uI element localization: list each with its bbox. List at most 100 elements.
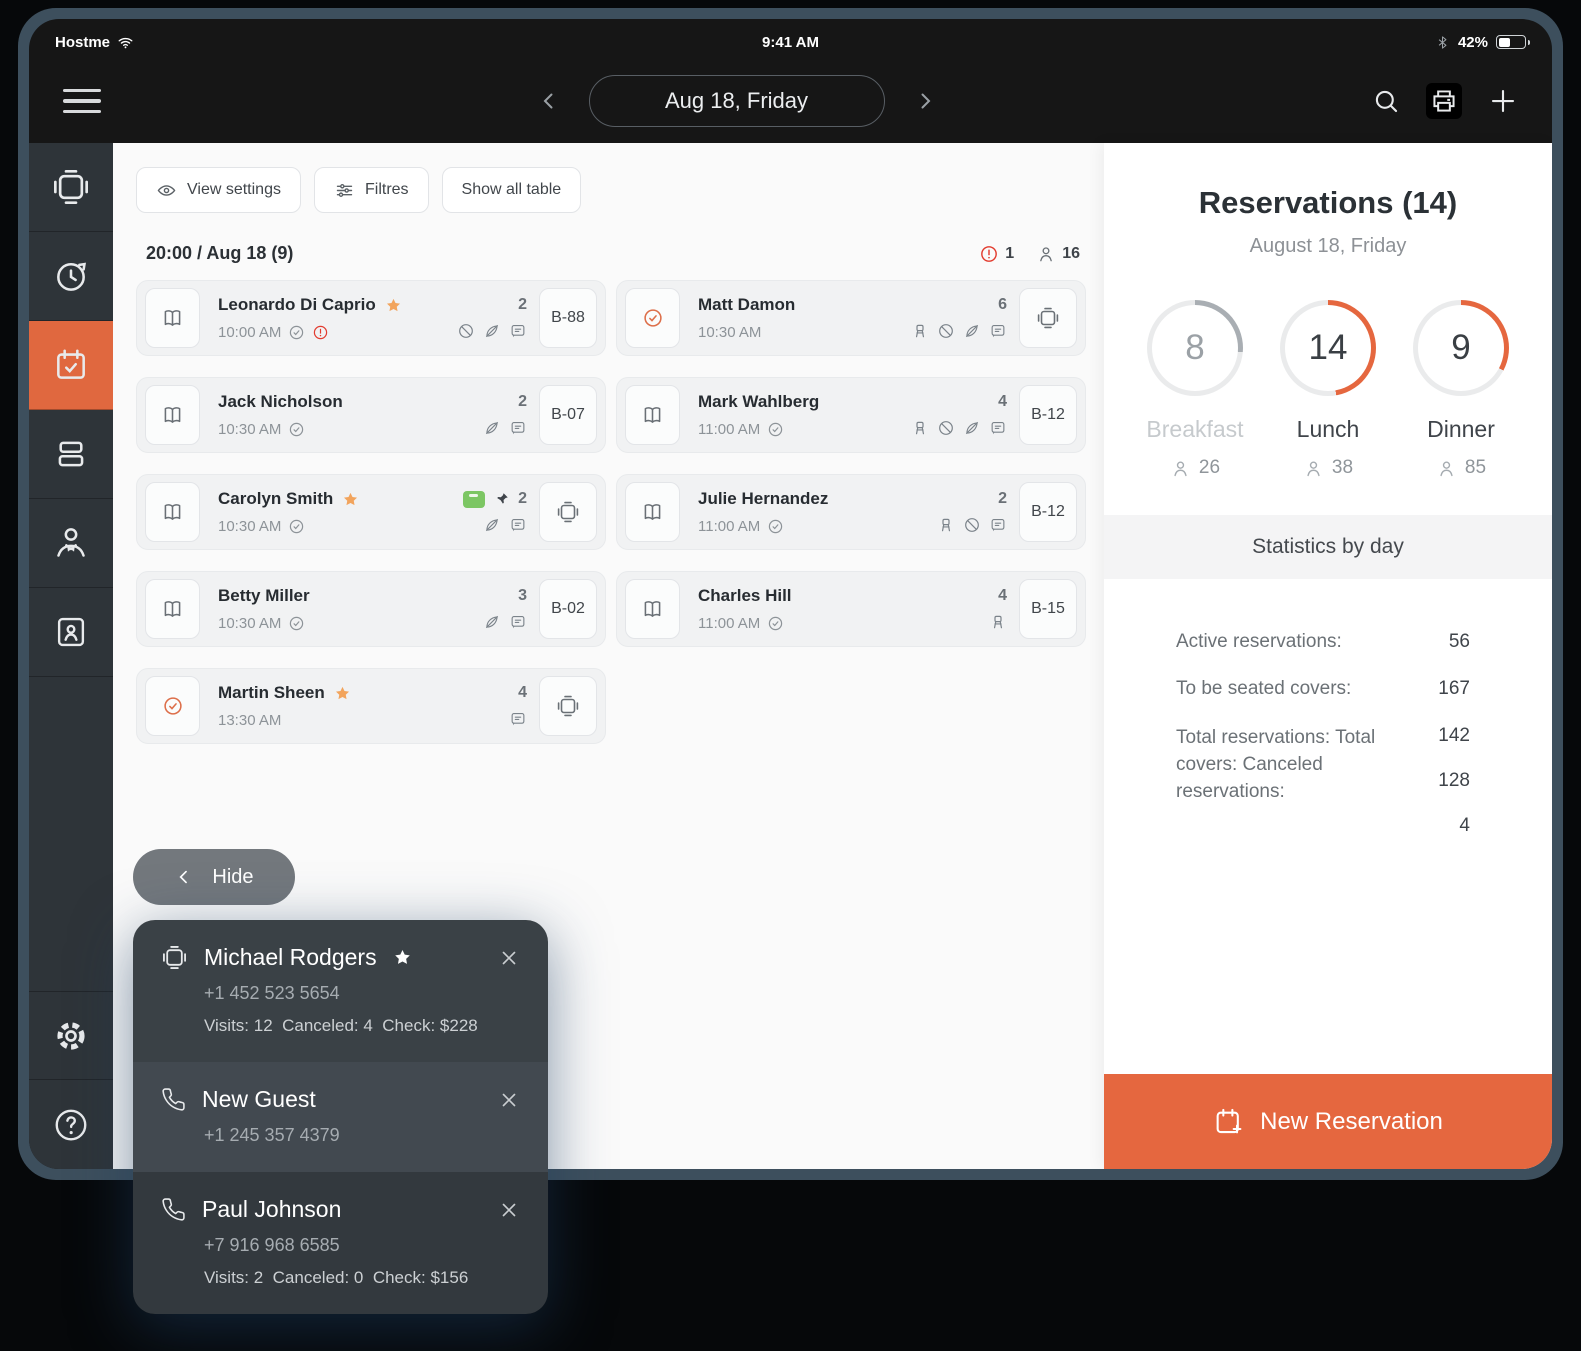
assign-table-button[interactable] [539,482,597,542]
guest-name: Michael Rodgers [204,944,377,970]
note-icon [509,516,527,534]
reservation-card[interactable]: Mark Wahlberg 11:00 AM 4 B-12 [616,377,1086,453]
next-day-icon[interactable] [913,89,937,113]
top-toolbar: Aug 18, Friday [29,59,1552,143]
add-icon[interactable] [1488,86,1518,116]
reservation-card[interactable]: Martin Sheen 13:30 AM 4 [136,668,606,744]
guest-name: Charles Hill [698,586,792,605]
check-circle-icon [288,324,305,341]
guestbook-button[interactable] [145,482,200,542]
covers-count: 26 [1198,457,1221,478]
check-circle-icon [767,421,784,438]
guest-name: Julie Hernandez [698,489,829,508]
guest-card[interactable]: Paul Johnson +7 916 968 6585 Visits: 2 C… [133,1172,548,1314]
breakfast-ring: 8 [1147,300,1243,396]
tablet-frame: Hostme 9:41 AM 42% Aug 18, Friday [18,8,1563,1180]
reservation-card[interactable]: Julie Hernandez 11:00 AM 2 B-12 [616,474,1086,550]
guest-name: New Guest [202,1086,316,1112]
guest-name: Mark Wahlberg [698,392,820,411]
menu-icon[interactable] [63,88,101,114]
seated-check-icon [642,307,664,329]
calendar-plus-icon [1213,1106,1244,1137]
search-icon[interactable] [1372,87,1400,115]
filters-button[interactable]: Filtres [313,167,429,213]
meal-label: Breakfast [1146,416,1244,442]
view-settings-button[interactable]: View settings [136,167,301,213]
meal-label: Lunch [1296,416,1360,442]
party-size: 4 [518,684,527,701]
reservation-card[interactable]: Jack Nicholson 10:30 AM 2 B-07 [136,377,606,453]
no-smoking-icon [963,516,981,534]
party-size: 3 [518,587,527,604]
sidebar-item-table-list[interactable] [29,410,113,499]
no-leaf-icon [483,516,501,534]
guestbook-button[interactable] [145,579,200,639]
status-button[interactable] [145,676,200,736]
sidebar-item-help[interactable] [29,1080,113,1169]
note-icon [989,516,1007,534]
reservation-card[interactable]: Leonardo Di Caprio 10:00 AM 2 [136,280,606,356]
close-icon[interactable] [498,1199,520,1221]
lunch-ring: 14 [1280,300,1376,396]
hide-label: Hide [212,865,254,888]
guest-name: Martin Sheen [218,683,325,702]
hide-overlay-button[interactable]: Hide [133,849,295,905]
sidebar-item-reservations[interactable] [29,321,113,410]
assign-table-button[interactable] [1019,288,1077,348]
sidebar-item-guestbook[interactable] [29,588,113,677]
guestbook-button[interactable] [625,482,680,542]
close-icon[interactable] [498,1089,520,1111]
guestbook-button[interactable] [625,385,680,445]
sidebar-item-settings[interactable] [29,991,113,1080]
status-button[interactable] [625,288,680,348]
prev-day-icon[interactable] [537,89,561,113]
phone-icon [161,1197,186,1222]
table-button[interactable]: B-12 [1019,385,1077,445]
chevron-left-icon [174,867,194,887]
print-button[interactable] [1426,83,1462,119]
close-icon[interactable] [498,947,520,969]
guest-card[interactable]: New Guest +1 245 357 4379 [133,1062,548,1172]
no-leaf-icon [963,322,981,340]
sidebar-item-history[interactable] [29,232,113,321]
show-all-tables-button[interactable]: Show all table [441,167,582,213]
note-icon [509,419,527,437]
table-button[interactable]: B-15 [1019,579,1077,639]
status-bar: Hostme 9:41 AM 42% [29,19,1552,59]
contacts-icon [52,613,90,651]
guest-card[interactable]: Michael Rodgers +1 452 523 5654 Visits: … [133,920,548,1062]
no-leaf-icon [483,613,501,631]
table-button[interactable]: B-12 [1019,482,1077,542]
reservation-card[interactable]: Carolyn Smith 10:30 AM 2 [136,474,606,550]
book-icon [160,403,185,428]
reservation-card[interactable]: Matt Damon 10:30 AM 6 [616,280,1086,356]
vip-star-icon [385,297,402,314]
clock-label: 9:41 AM [762,33,819,51]
reservation-card[interactable]: Betty Miller 10:30 AM 3 B-02 [136,571,606,647]
guestbook-button[interactable] [145,288,200,348]
show-all-tables-label: Show all table [461,181,562,198]
assign-table-button[interactable] [539,676,597,736]
book-icon [160,306,185,331]
guest-name: Betty Miller [218,586,310,605]
note-icon [509,710,527,728]
new-reservation-button[interactable]: New Reservation [1104,1074,1552,1169]
guestbook-button[interactable] [145,385,200,445]
reservation-card[interactable]: Charles Hill 11:00 AM 4 B-15 [616,571,1086,647]
meal-dinner[interactable]: 9 Dinner 85 [1402,300,1520,479]
meal-breakfast[interactable]: 8 Breakfast 26 [1136,300,1254,479]
sidebar-item-waiters[interactable] [29,499,113,588]
check-circle-icon [767,615,784,632]
date-selector[interactable]: Aug 18, Friday [588,75,885,127]
sidebar-item-tables[interactable] [29,143,113,232]
gear-icon [51,1016,91,1056]
table-icon [556,500,580,524]
guestbook-button[interactable] [625,579,680,639]
table-button[interactable]: B-02 [539,579,597,639]
book-icon [160,597,185,622]
table-button[interactable]: B-07 [539,385,597,445]
meal-lunch[interactable]: 14 Lunch 38 [1269,300,1387,479]
table-button[interactable]: B-88 [539,288,597,348]
table-icon [51,167,91,207]
panel-date: August 18, Friday [1249,235,1407,257]
